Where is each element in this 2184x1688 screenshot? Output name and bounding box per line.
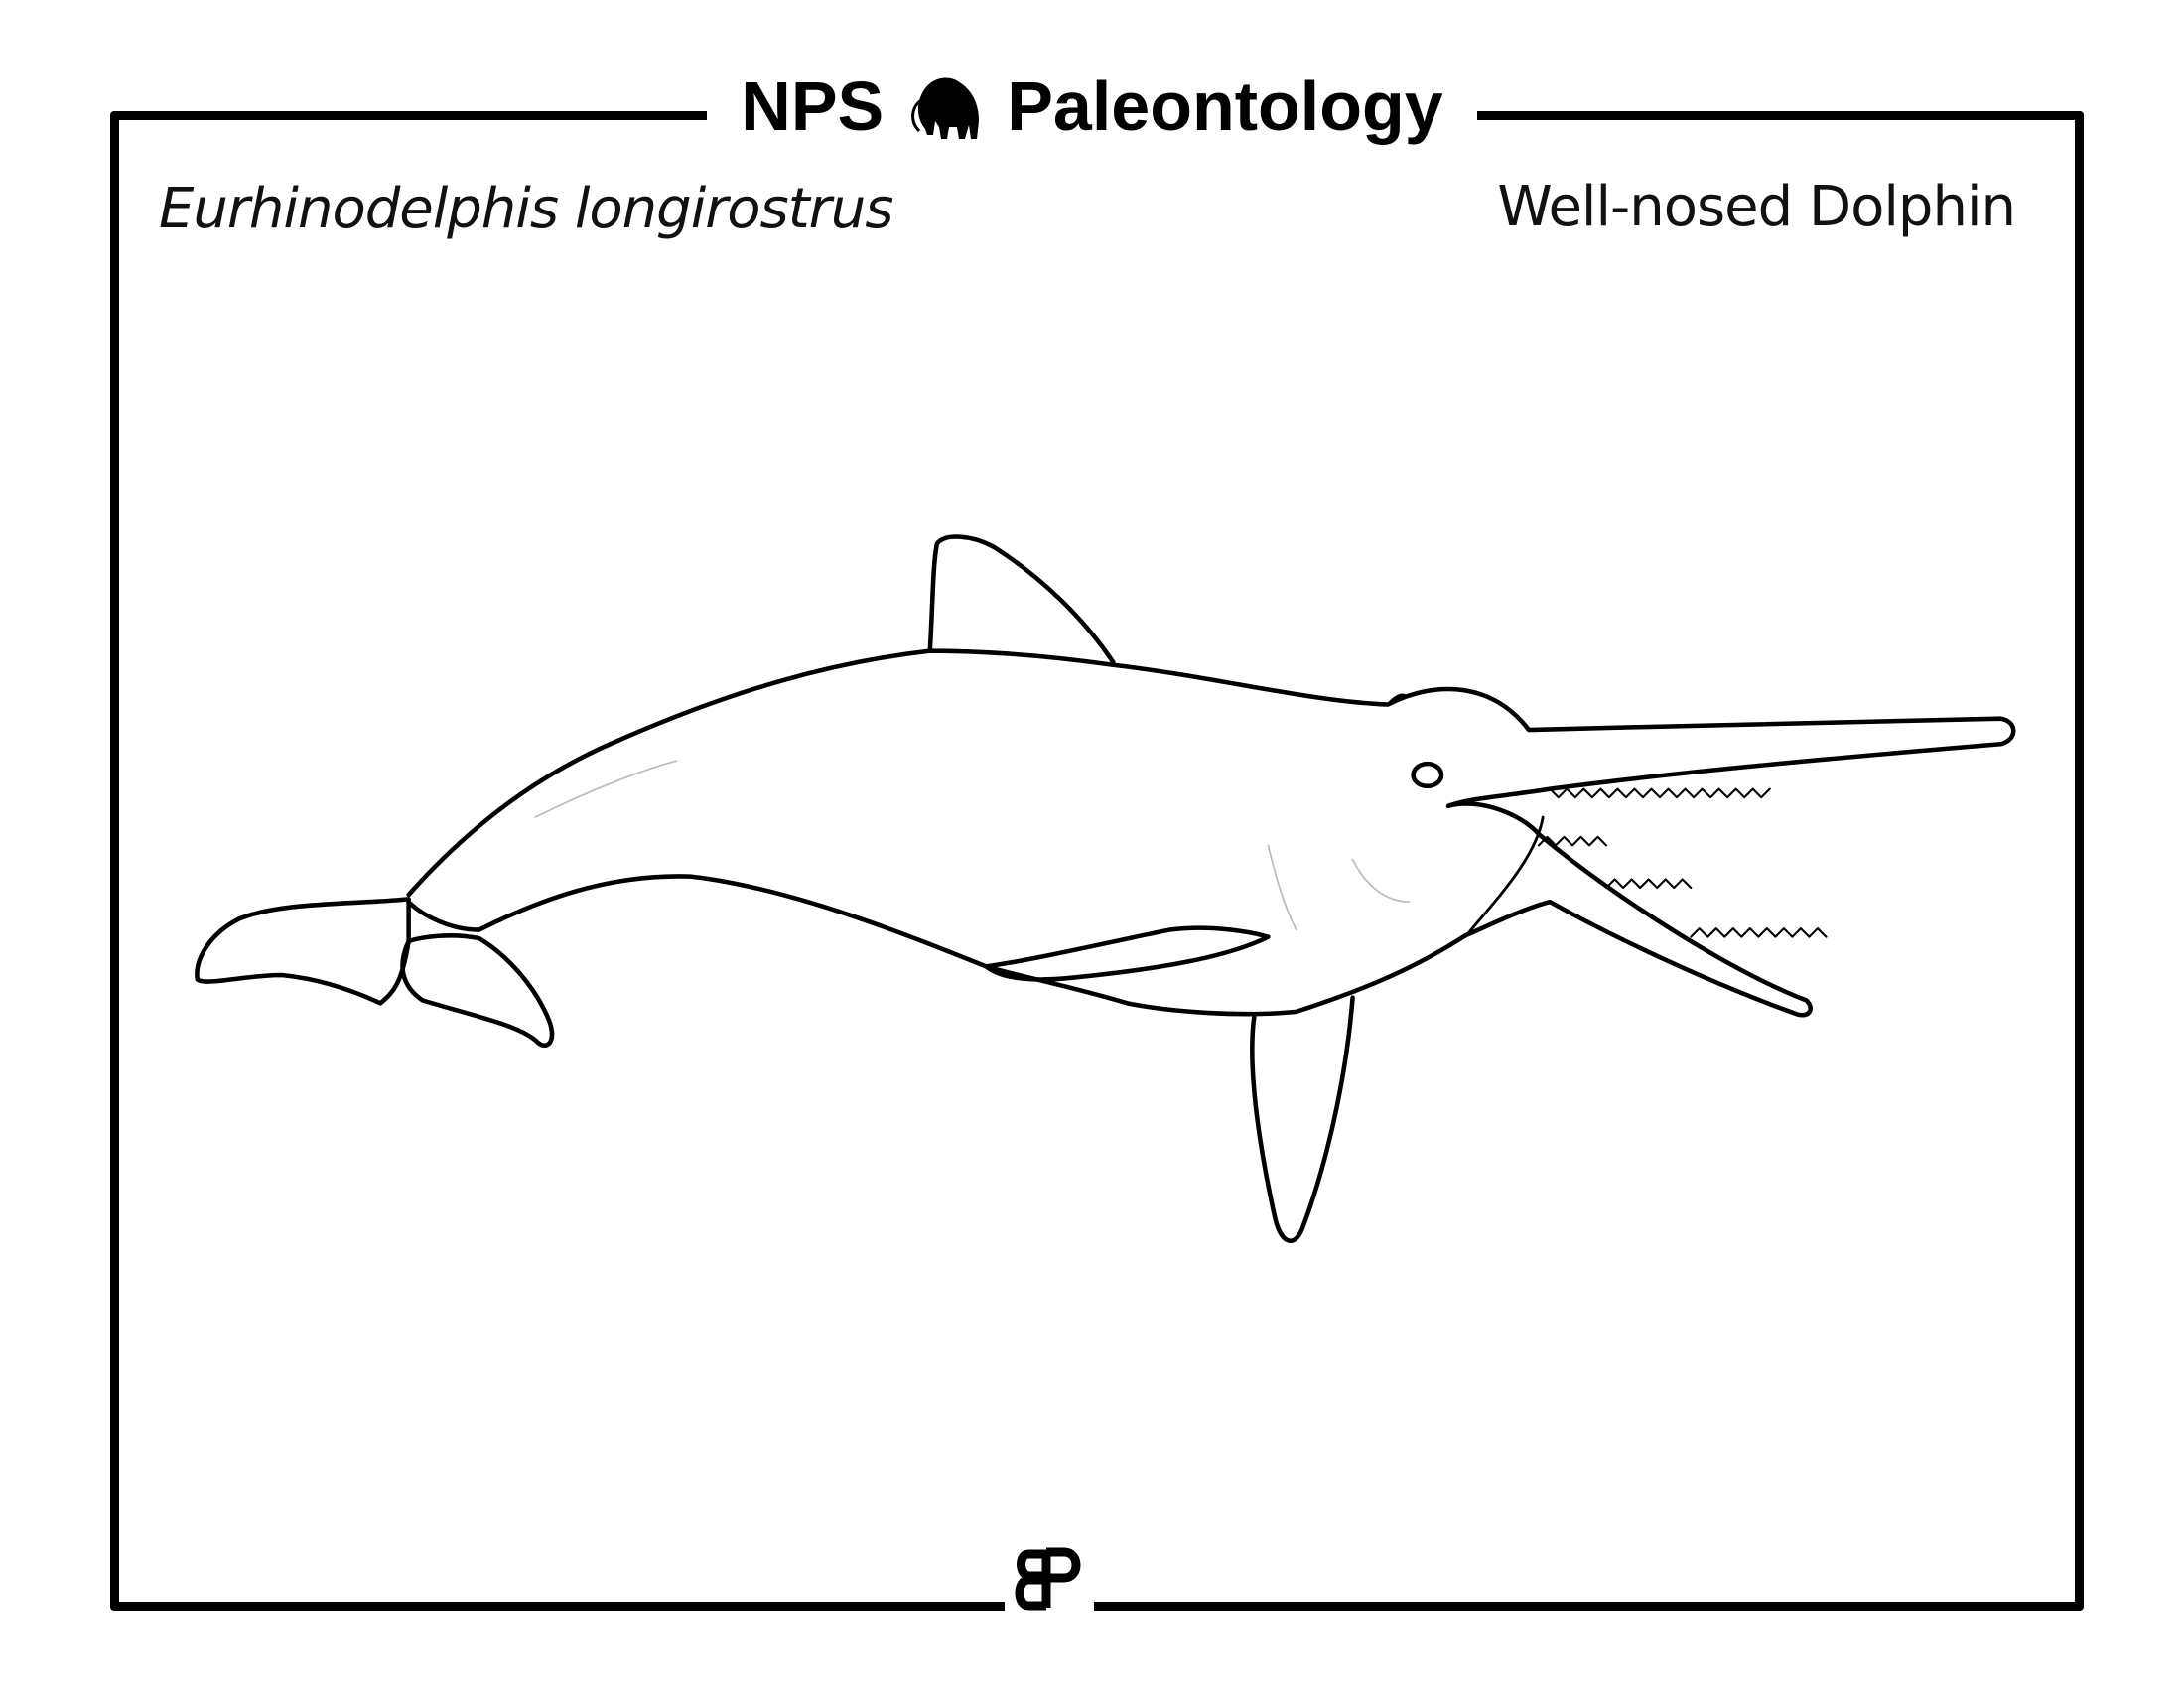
header-title: Paleontology xyxy=(1007,68,1443,145)
scientific-name: Eurhinodelphis longirostrus xyxy=(159,177,893,241)
dolphin-body-outline xyxy=(406,648,2016,1018)
pectoral-flipper xyxy=(984,925,1271,982)
eye xyxy=(1411,761,1444,789)
dorsal-fin xyxy=(927,534,1116,665)
footer-logo: BP xyxy=(1005,1537,1094,1620)
mammoth-icon xyxy=(911,77,980,139)
header: NPS Paleontology xyxy=(0,62,2184,151)
pelvic-fin xyxy=(400,933,555,1048)
teeth-upper xyxy=(1549,787,1771,799)
bp-monogram-icon xyxy=(1015,1547,1081,1611)
header-brand: NPS xyxy=(741,68,885,145)
common-name: Well-nosed Dolphin xyxy=(1497,175,2016,239)
teeth-lower xyxy=(1537,835,1828,938)
tail-fluke xyxy=(195,897,411,1006)
lower-fin xyxy=(1250,995,1355,1243)
